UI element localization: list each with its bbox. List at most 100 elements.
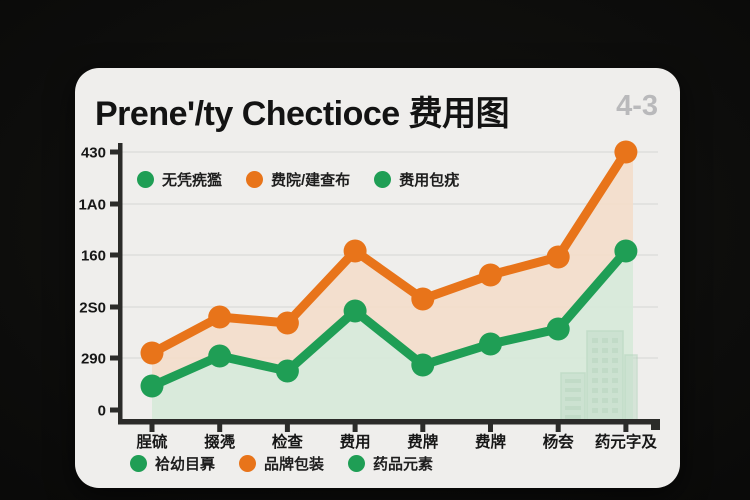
orange-data-point [343, 239, 367, 263]
legend-item: 无凭㾌㺝 [137, 169, 222, 190]
building-window [565, 415, 581, 419]
green-data-point [546, 317, 570, 341]
building-window [592, 368, 598, 373]
x-axis-category-label: 费牌 [475, 432, 507, 451]
orange-area-fill [152, 152, 633, 386]
legend-item: 药品元素 [348, 453, 433, 474]
building-window [612, 378, 618, 383]
building-window [612, 388, 618, 393]
building-window [612, 398, 618, 403]
chart-svg: 430 1A0 160 2S0 290 0 脭硫 掇凴 检查 费用 费牌 费牌 杨夽 药元字及 [78, 140, 660, 451]
orange-data-point [208, 305, 232, 329]
y-axis-tick [110, 355, 118, 361]
legend-item: 品牌包装 [239, 453, 324, 474]
x-axis-category-label: 药元字及 [595, 432, 658, 451]
legend-label: 费院/建查布 [271, 172, 351, 189]
building-window [612, 408, 618, 413]
x-axis-tick [284, 424, 290, 432]
building-window [565, 397, 581, 401]
y-axis [118, 143, 123, 424]
x-axis-tick [420, 424, 426, 432]
x-axis-category-label: 费用 [340, 432, 371, 451]
y-axis-tick-label: 2S0 [79, 300, 106, 317]
orange-data-point [275, 311, 299, 335]
city-skyline-watermark [560, 330, 638, 421]
building-silhouette [624, 354, 638, 421]
building-window [592, 358, 598, 363]
building-window [565, 388, 581, 392]
green-data-point [479, 332, 502, 356]
building-window [592, 388, 598, 393]
green-data-point [614, 239, 638, 263]
building-window [592, 338, 598, 343]
y-axis-tick-label: 290 [81, 351, 106, 368]
y-axis-tick [110, 201, 118, 207]
legend-label: 药品元素 [373, 456, 434, 473]
x-axis-tick [217, 424, 223, 432]
building-window [612, 358, 618, 363]
orange-data-point [614, 140, 638, 164]
legend-bottom: 袷幼目奡 品牌包装 药品元素 [130, 453, 433, 474]
building-window [612, 348, 618, 353]
green-data-point [140, 374, 164, 398]
building-window [612, 368, 618, 373]
x-axis-tick [555, 424, 561, 432]
legend-dot-icon [137, 171, 154, 188]
legend-top: 无凭㾌㺝 费院/建查布 赉用包疣 [137, 169, 459, 190]
x-axis-category-label: 费牌 [407, 432, 439, 451]
x-axis [118, 419, 660, 425]
chart-card: Prene'/ty Chectioce 费用图 4-3 无凭㾌㺝 费院/建查布 赉用… [75, 68, 680, 488]
y-axis-tick-label: 1A0 [78, 197, 106, 214]
legend-label: 品牌包装 [264, 456, 325, 473]
title-row: Prene'/ty Chectioce 费用图 4-3 [95, 86, 660, 133]
green-area-fill [152, 251, 633, 421]
building-window [602, 358, 608, 363]
green-data-point [411, 353, 435, 377]
legend-dot-icon [239, 455, 257, 472]
legend-item: 赉用包疣 [374, 169, 459, 190]
building-window [602, 408, 608, 413]
green-series-line [147, 246, 631, 391]
building-window [592, 378, 598, 383]
legend-item: 袷幼目奡 [130, 453, 215, 474]
x-axis-category-label: 脭硫 [136, 432, 168, 451]
legend-dot-icon [130, 455, 147, 472]
x-axis-tick [352, 424, 358, 432]
x-axis-category-label: 杨夽 [543, 432, 575, 451]
building-window [602, 398, 608, 403]
y-axis-tick [110, 252, 118, 258]
x-axis-tick [623, 424, 629, 432]
y-axis-tick-label: 0 [98, 403, 106, 420]
y-axis-tick-label: 430 [81, 145, 106, 162]
green-data-point [343, 299, 367, 323]
x-axis-tick [149, 424, 155, 432]
legend-item: 费院/建查布 [246, 169, 350, 190]
building-window [612, 338, 618, 343]
legend-label: 赉用包疣 [399, 172, 460, 189]
y-axis-tick-label: 160 [81, 248, 106, 265]
building-window [592, 398, 598, 403]
building-window [602, 368, 608, 373]
y-axis-tick [110, 304, 118, 310]
building-window [602, 348, 608, 353]
building-window [602, 388, 608, 393]
y-axis-tick [110, 407, 118, 413]
x-axis-tick [488, 424, 493, 432]
green-data-point [275, 359, 299, 383]
x-axis-category-label: 检查 [272, 432, 304, 451]
orange-data-point [140, 341, 164, 365]
building-window [602, 378, 608, 383]
slide-number-badge: 4-3 [616, 90, 658, 122]
building-window [565, 406, 581, 410]
legend-label: 袷幼目奡 [155, 456, 216, 473]
green-data-point [208, 344, 232, 368]
legend-dot-icon [374, 171, 392, 188]
building-window [602, 338, 608, 343]
building-window [565, 379, 581, 383]
building-window [592, 348, 598, 353]
x-axis-end-tick [651, 424, 660, 430]
orange-data-point [546, 245, 570, 269]
building-silhouette [586, 330, 624, 421]
building-window [592, 408, 598, 413]
page-title: Prene'/ty Chectioce 费用图 [95, 95, 510, 133]
